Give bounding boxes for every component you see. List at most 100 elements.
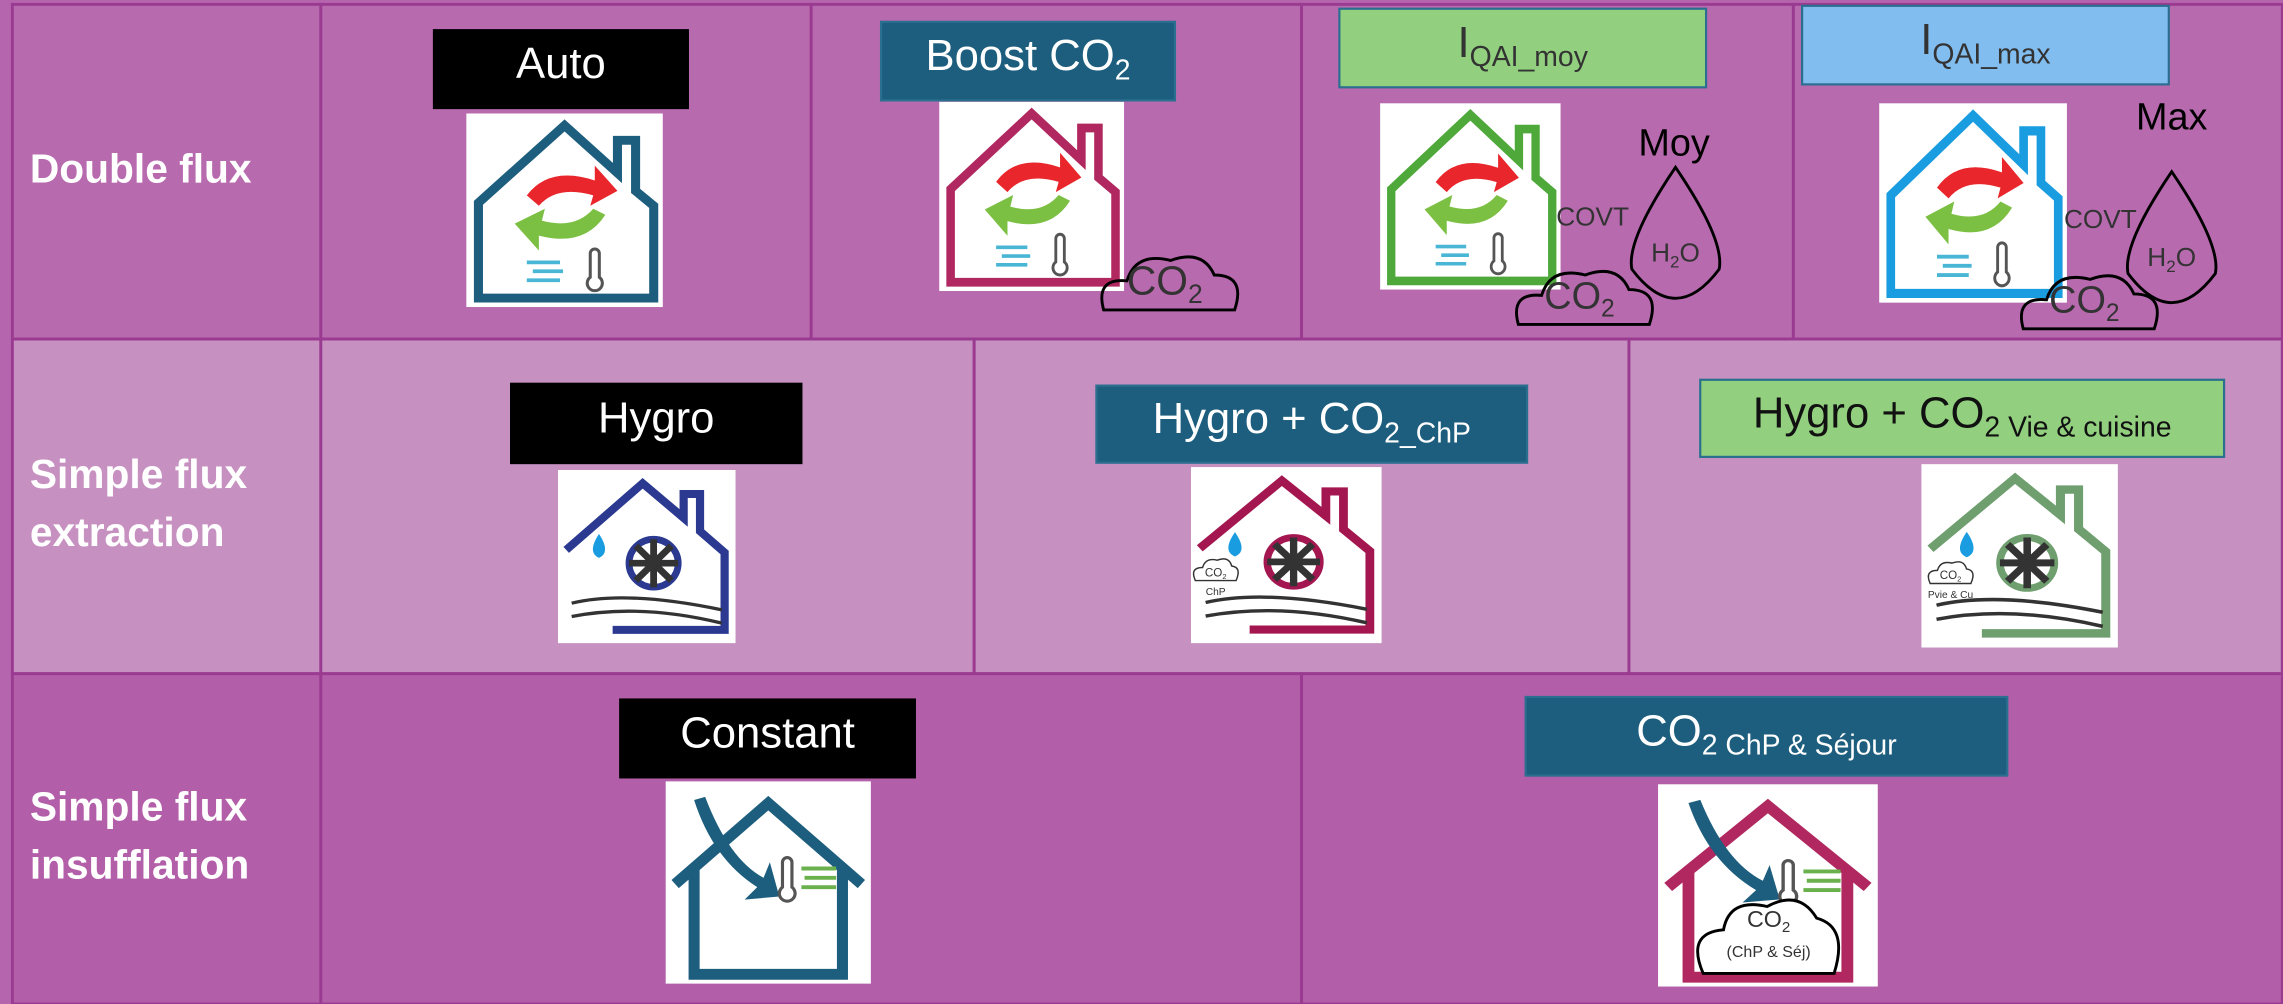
text-tail: O bbox=[1680, 238, 1700, 268]
icon-bg bbox=[1879, 103, 2067, 303]
text-sub: 2 bbox=[1670, 252, 1679, 271]
icon-note: CO2 bbox=[1544, 275, 1614, 322]
house-outline bbox=[1196, 475, 1375, 634]
text-sub: QAI_moy bbox=[1470, 41, 1589, 73]
icon-note: CO2 bbox=[1940, 569, 1962, 583]
arrow-in bbox=[1688, 799, 1780, 903]
text-main: CO bbox=[2049, 280, 2106, 322]
row-header-cell bbox=[10, 2, 323, 341]
cloud bbox=[1100, 255, 1240, 312]
fan-blades bbox=[1999, 537, 2055, 589]
house-outline bbox=[1664, 798, 1872, 983]
mode-icon bbox=[1921, 464, 2118, 648]
icon-note: Max bbox=[2136, 96, 2208, 138]
cloud bbox=[2020, 274, 2159, 331]
mode-label-box bbox=[1699, 378, 2226, 458]
arrow-in bbox=[694, 796, 780, 900]
thermo bbox=[1993, 241, 2011, 288]
text-sub: 2_ChP bbox=[1384, 417, 1471, 449]
mode-label: Hygro bbox=[598, 393, 714, 442]
house-outline bbox=[1886, 109, 2063, 299]
mode-label: Constant bbox=[680, 708, 855, 757]
mode-label-box bbox=[1338, 7, 1708, 89]
text-sub: 2 bbox=[1601, 295, 1615, 322]
text-main: Constant bbox=[680, 708, 855, 757]
thermo bbox=[777, 856, 797, 903]
text-main: CO bbox=[1544, 275, 1601, 317]
icon-note: (ChP & Séj) bbox=[1727, 944, 1811, 961]
text-sub: 2 ChP & Séjour bbox=[1702, 729, 1897, 761]
icon-note: ChP bbox=[1206, 587, 1226, 598]
house-outline bbox=[563, 477, 729, 634]
text-main: Moy bbox=[1638, 123, 1710, 165]
house-outline bbox=[473, 119, 659, 303]
thermo bbox=[1778, 859, 1799, 906]
text-main: CO bbox=[1636, 706, 1701, 755]
arrow-green bbox=[1925, 201, 2013, 245]
text-sub: 2 bbox=[1782, 919, 1790, 936]
wind bbox=[526, 260, 564, 283]
text-main: Boost CO bbox=[926, 31, 1115, 80]
text-sub: 2 Vie & cuisine bbox=[1984, 411, 2171, 443]
text-main: Hygro + CO bbox=[1753, 388, 1985, 437]
icon-note: CO2 bbox=[1747, 906, 1790, 936]
text-sub: 2 bbox=[1957, 575, 1961, 584]
cloud bbox=[1515, 270, 1654, 326]
icon-note: Moy bbox=[1638, 123, 1710, 165]
row-label: extraction bbox=[30, 509, 225, 555]
arrow-red bbox=[996, 152, 1082, 193]
icon-bg bbox=[466, 113, 663, 308]
text-main: Hygro bbox=[598, 393, 714, 442]
mode-icon bbox=[939, 101, 1125, 292]
thermo bbox=[1051, 232, 1069, 277]
row-header-cell bbox=[10, 672, 323, 1004]
text-main: CO bbox=[1127, 258, 1188, 304]
mode-label-box bbox=[619, 698, 916, 779]
icon-bg bbox=[1380, 103, 1561, 290]
text-main: COVT bbox=[1556, 201, 1629, 231]
icon-note: CO2 bbox=[1127, 258, 1203, 309]
text-sub: 2 bbox=[2106, 300, 2120, 327]
arrow-green bbox=[1424, 195, 1508, 236]
text-main: (ChP & Séj) bbox=[1727, 944, 1811, 961]
arrow-red bbox=[1936, 156, 2024, 199]
wind bbox=[1803, 869, 1841, 893]
icon-note: Pvie & Cu bbox=[1928, 590, 1973, 601]
text-main: ChP bbox=[1206, 587, 1226, 598]
text-sub: 2 bbox=[2166, 256, 2175, 275]
text-main: CO bbox=[1940, 569, 1957, 582]
arrow-green bbox=[514, 208, 606, 251]
thermo bbox=[585, 247, 604, 293]
house-outline bbox=[1387, 108, 1557, 286]
wind bbox=[1936, 254, 1972, 277]
mode-icon bbox=[1190, 467, 1382, 644]
mode-label: IQAI_max bbox=[1920, 15, 2050, 70]
icon-bg bbox=[939, 101, 1125, 292]
icon-note: H2O bbox=[1651, 238, 1700, 271]
drop bbox=[2125, 169, 2218, 305]
row-label: Simple flux bbox=[30, 451, 248, 497]
fan-blades bbox=[629, 539, 679, 588]
text-main: Auto bbox=[516, 39, 606, 88]
text-sub: QAI_max bbox=[1932, 38, 2050, 70]
mode-label: CO2 ChP & Séjour bbox=[1636, 706, 1896, 761]
text-main: Pvie & Cu bbox=[1928, 590, 1973, 601]
text-main: Max bbox=[2136, 96, 2208, 138]
cloud bbox=[1192, 558, 1239, 582]
mode-icon bbox=[1380, 103, 1561, 290]
text-main: CO bbox=[1747, 906, 1782, 932]
fan bbox=[1996, 533, 2059, 592]
drop bbox=[1629, 164, 1722, 300]
icon-note: CO2 bbox=[1205, 566, 1227, 580]
cloud bbox=[1927, 561, 1974, 585]
text-main: COVT bbox=[2064, 204, 2137, 234]
arrow-green bbox=[984, 194, 1071, 236]
icon-note: CO2 bbox=[2049, 280, 2119, 327]
fan-blades bbox=[1267, 537, 1321, 587]
mode-label: Hygro + CO2_ChP bbox=[1153, 394, 1471, 449]
text-sub: 2 bbox=[1115, 54, 1131, 86]
text-main: I bbox=[1920, 15, 1932, 64]
mode-label-box bbox=[1524, 695, 2009, 777]
row-label: insufflation bbox=[30, 842, 249, 888]
